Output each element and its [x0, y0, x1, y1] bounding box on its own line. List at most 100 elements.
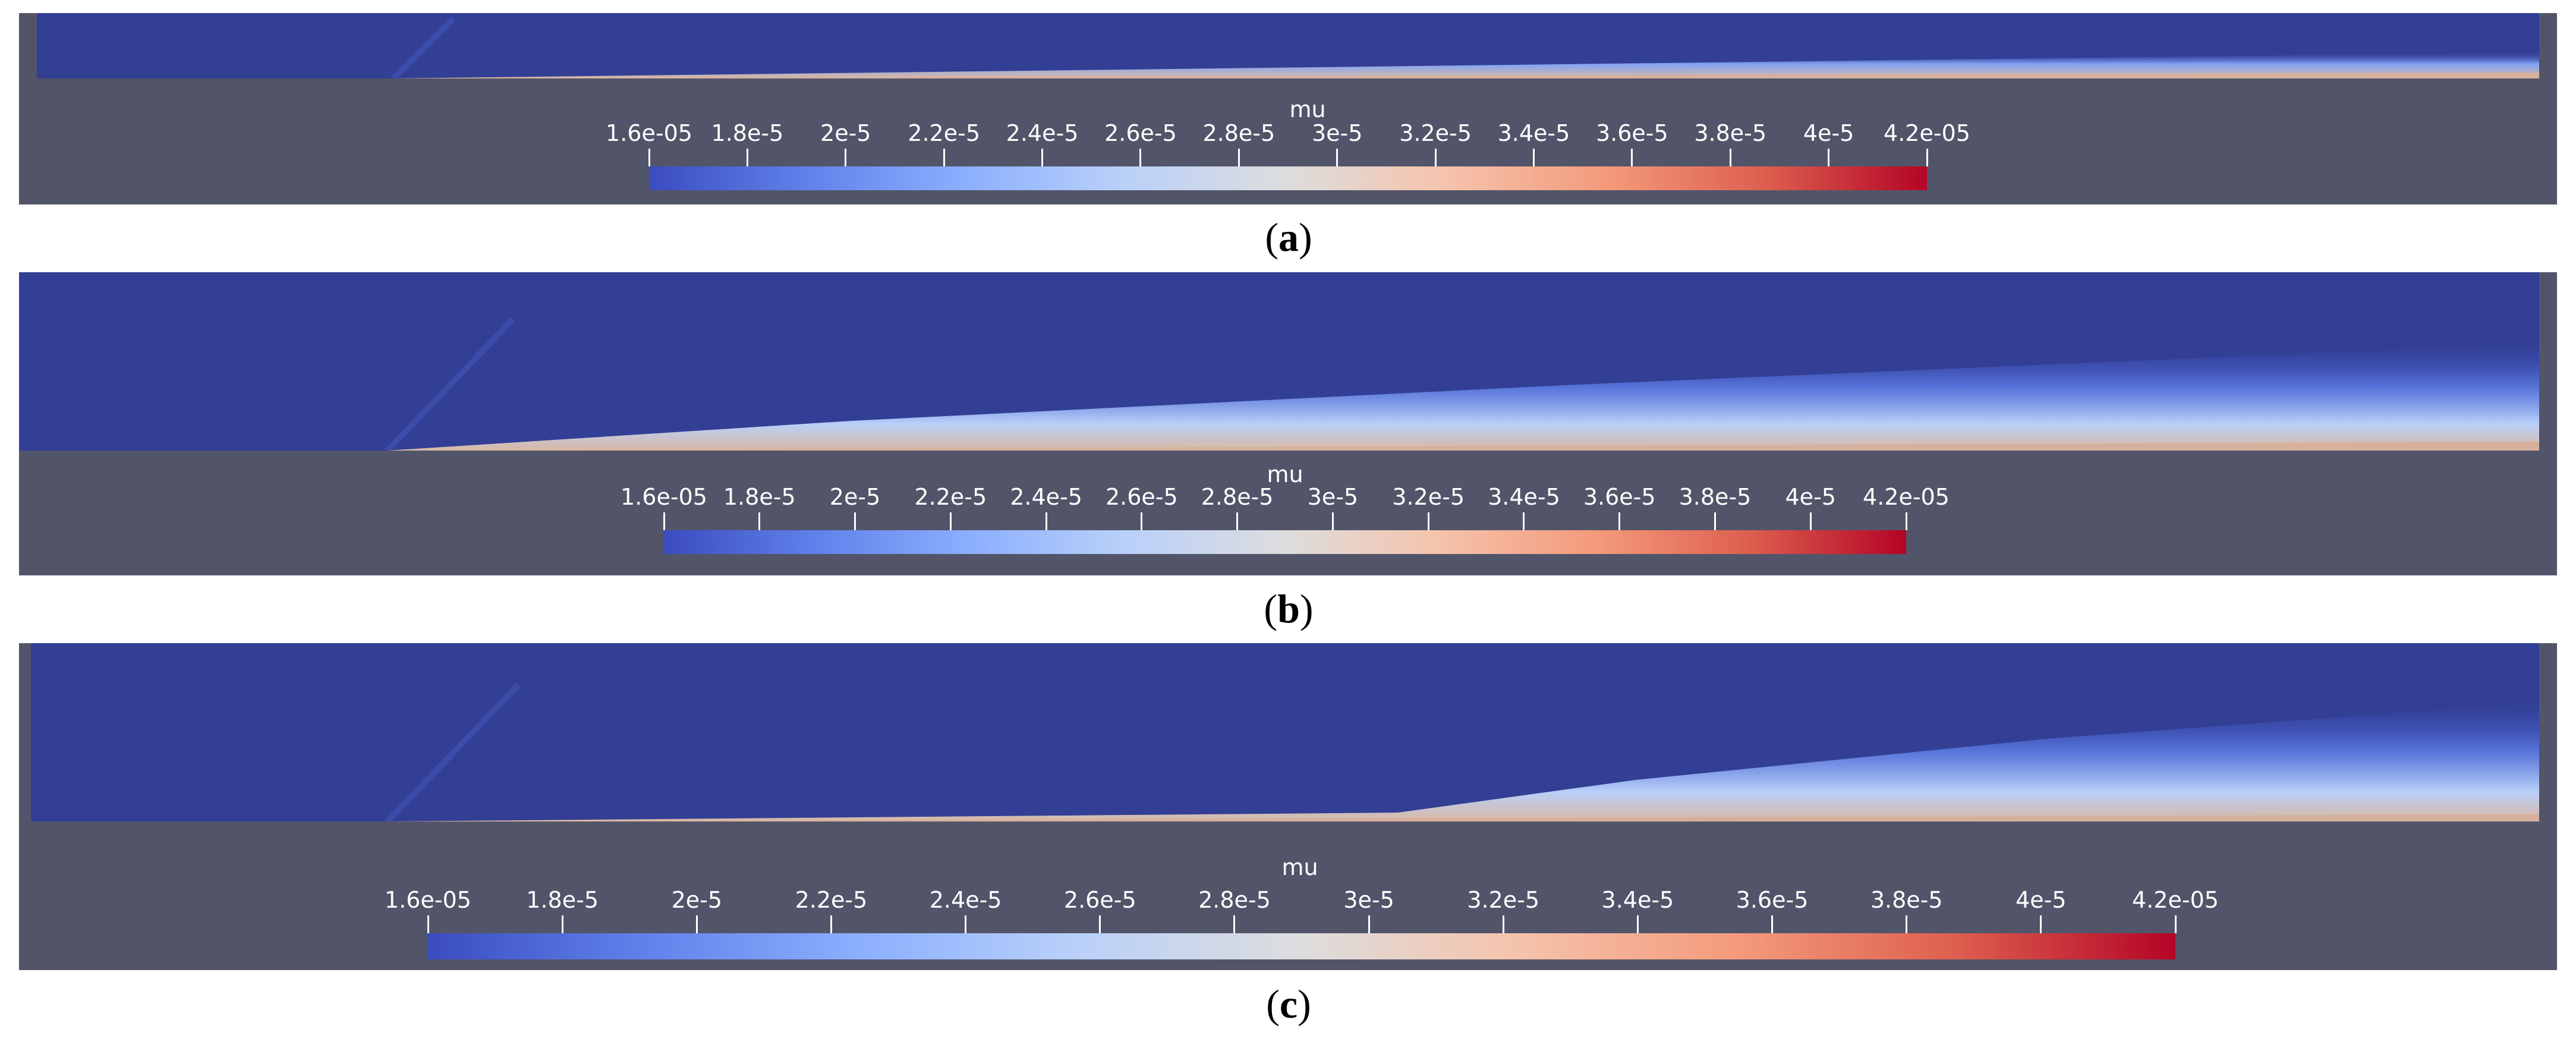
viscosity-field-a: [37, 13, 2539, 78]
colorbar-tick-b-13: [1905, 512, 1907, 530]
colorbar-tick-label-b-6: 2.8e-5: [1201, 484, 1274, 510]
legend-title-c: mu: [1281, 854, 1318, 880]
colorbar-tick-label-c-8: 3.2e-5: [1467, 887, 1540, 913]
colorbar-tick-label-c-0: 1.6e-05: [385, 887, 471, 913]
colorbar-tick-label-b-9: 3.4e-5: [1488, 484, 1560, 510]
colorbar-tick-label-c-12: 4e-5: [2016, 887, 2067, 913]
colorbar-tick-label-c-11: 3.8e-5: [1870, 887, 1943, 913]
caption-c: (c): [1266, 981, 1311, 1027]
colorbar-tick-b-0: [663, 512, 665, 530]
colorbar-tick-a-10: [1631, 149, 1633, 166]
panel-c: mu 1.6e-05 1.8e-5 2e-5 2.2e-5 2.4e-5 2.6e-5 2.…: [19, 643, 2557, 970]
colorbar-tick-a-5: [1139, 149, 1142, 166]
colorbar-tick-a-11: [1729, 149, 1731, 166]
colorbar-tick-a-0: [648, 149, 650, 166]
panel-b: mu 1.6e-05 1.8e-5 2e-5 2.2e-5 2.4e-5 2.6e-5 2.…: [19, 272, 2557, 575]
viscosity-field-c: [31, 643, 2539, 821]
colorbar-tick-a-6: [1237, 149, 1240, 166]
legend-title-b: mu: [1267, 461, 1303, 487]
colorbar-tick-label-b-8: 3.2e-5: [1392, 484, 1465, 510]
colorbar-tick-label-c-4: 2.4e-5: [929, 887, 1002, 913]
colorbar-tick-b-7: [1331, 512, 1334, 530]
colorbar-tick-c-11: [1906, 915, 1908, 933]
colorbar-tick-b-1: [758, 512, 761, 530]
colorbar-tick-c-0: [427, 915, 429, 933]
colorbar-tick-c-13: [2174, 915, 2177, 933]
colorbar-tick-a-9: [1532, 149, 1535, 166]
colorbar-tick-label-c-3: 2.2e-5: [795, 887, 868, 913]
colorbar-tick-label-a-1: 1.8e-5: [711, 120, 784, 146]
colorbar-tick-label-b-7: 3e-5: [1307, 484, 1359, 510]
colorbar-tick-label-a-0: 1.6e-05: [606, 120, 692, 146]
colorbar-tick-label-a-8: 3.2e-5: [1399, 120, 1472, 146]
colorbar-tick-label-b-12: 4e-5: [1785, 484, 1836, 510]
colorbar-tick-b-5: [1141, 512, 1143, 530]
legend-title-a: mu: [1289, 96, 1326, 122]
colorbar-tick-label-a-7: 3e-5: [1311, 120, 1363, 146]
colorbar-tick-label-a-5: 2.6e-5: [1104, 120, 1177, 146]
colorbar-a: 1.6e-05 1.8e-5 2e-5 2.2e-5 2.4e-5 2.6e-5 2.8e-…: [606, 120, 1970, 191]
colorbar-tick-b-6: [1236, 512, 1239, 530]
colorbar-tick-a-1: [746, 149, 748, 166]
colorbar-tick-label-b-5: 2.6e-5: [1105, 484, 1178, 510]
colorbar-tick-c-8: [1502, 915, 1504, 933]
colorbar-tick-c-6: [1233, 915, 1236, 933]
colorbar-tick-label-c-2: 2e-5: [671, 887, 723, 913]
colorbar-tick-a-12: [1828, 149, 1830, 166]
colorbar-tick-label-a-3: 2.2e-5: [908, 120, 980, 146]
colorbar-tick-b-4: [1045, 512, 1047, 530]
colorbar-tick-b-8: [1427, 512, 1429, 530]
colorbar-tick-a-3: [943, 149, 945, 166]
colorbar-tick-a-8: [1434, 149, 1437, 166]
colorbar-b: 1.6e-05 1.8e-5 2e-5 2.2e-5 2.4e-5 2.6e-5 2.8e-…: [621, 484, 1950, 556]
colorbar-tick-b-2: [854, 512, 856, 530]
colorbar-tick-label-b-10: 3.6e-5: [1583, 484, 1656, 510]
colorbar-tick-label-a-11: 3.8e-5: [1694, 120, 1767, 146]
colorbar-tick-label-b-1: 1.8e-5: [723, 484, 796, 510]
colorbar-tick-c-5: [1099, 915, 1101, 933]
colorbar-tick-a-13: [1926, 149, 1928, 166]
colorbar-tick-label-a-6: 2.8e-5: [1202, 120, 1276, 146]
colorbar-tick-label-a-4: 2.4e-5: [1006, 120, 1079, 146]
colorbar-tick-c-12: [2040, 915, 2042, 933]
caption-a: (a): [1265, 215, 1312, 260]
colorbar-tick-label-b-0: 1.6e-05: [621, 484, 707, 510]
caption-b: (b): [1264, 586, 1314, 631]
colorbar-tick-label-c-5: 2.6e-5: [1063, 887, 1136, 913]
colorbar-tick-c-9: [1636, 915, 1639, 933]
colorbar-tick-label-a-13: 4.2e-05: [1884, 120, 1970, 146]
colorbar-tick-label-b-13: 4.2e-05: [1863, 484, 1950, 510]
colorbar-tick-c-4: [965, 915, 967, 933]
colorbar-gradient-c: [428, 933, 2175, 959]
colorbar-tick-label-c-10: 3.6e-5: [1736, 887, 1809, 913]
colorbar-tick-label-a-12: 4e-5: [1803, 120, 1854, 146]
colorbar-tick-label-a-2: 2e-5: [820, 120, 871, 146]
colorbar-tick-label-b-4: 2.4e-5: [1010, 484, 1082, 510]
colorbar-tick-a-2: [845, 149, 847, 166]
colorbar-tick-b-3: [949, 512, 952, 530]
colorbar-tick-label-a-10: 3.6e-5: [1595, 120, 1668, 146]
colorbar-tick-label-b-11: 3.8e-5: [1679, 484, 1752, 510]
colorbar-tick-c-3: [830, 915, 832, 933]
colorbar-tick-b-11: [1714, 512, 1716, 530]
colorbar-tick-c-10: [1771, 915, 1774, 933]
colorbar-tick-b-12: [1809, 512, 1812, 530]
colorbar-tick-label-c-1: 1.8e-5: [526, 887, 599, 913]
colorbar-c: 1.6e-05 1.8e-5 2e-5 2.2e-5 2.4e-5 2.6e-5 2.8e-…: [385, 887, 2219, 961]
colorbar-tick-label-c-6: 2.8e-5: [1198, 887, 1271, 913]
colorbar-tick-label-c-9: 3.4e-5: [1601, 887, 1674, 913]
colorbar-tick-label-b-2: 2e-5: [829, 484, 881, 510]
colorbar-tick-c-1: [561, 915, 563, 933]
colorbar-tick-label-b-3: 2.2e-5: [914, 484, 987, 510]
colorbar-gradient-a: [649, 166, 1927, 190]
colorbar-tick-label-a-9: 3.4e-5: [1497, 120, 1570, 146]
colorbar-tick-b-10: [1618, 512, 1621, 530]
viscosity-field-b: [19, 272, 2539, 451]
colorbar-tick-label-c-13: 4.2e-05: [2132, 887, 2219, 913]
colorbar-tick-c-7: [1368, 915, 1370, 933]
colorbar-tick-b-9: [1523, 512, 1525, 530]
colorbar-tick-c-2: [695, 915, 698, 933]
colorbar-tick-a-7: [1336, 149, 1339, 166]
colorbar-gradient-b: [664, 530, 1906, 554]
colorbar-tick-label-c-7: 3e-5: [1343, 887, 1394, 913]
